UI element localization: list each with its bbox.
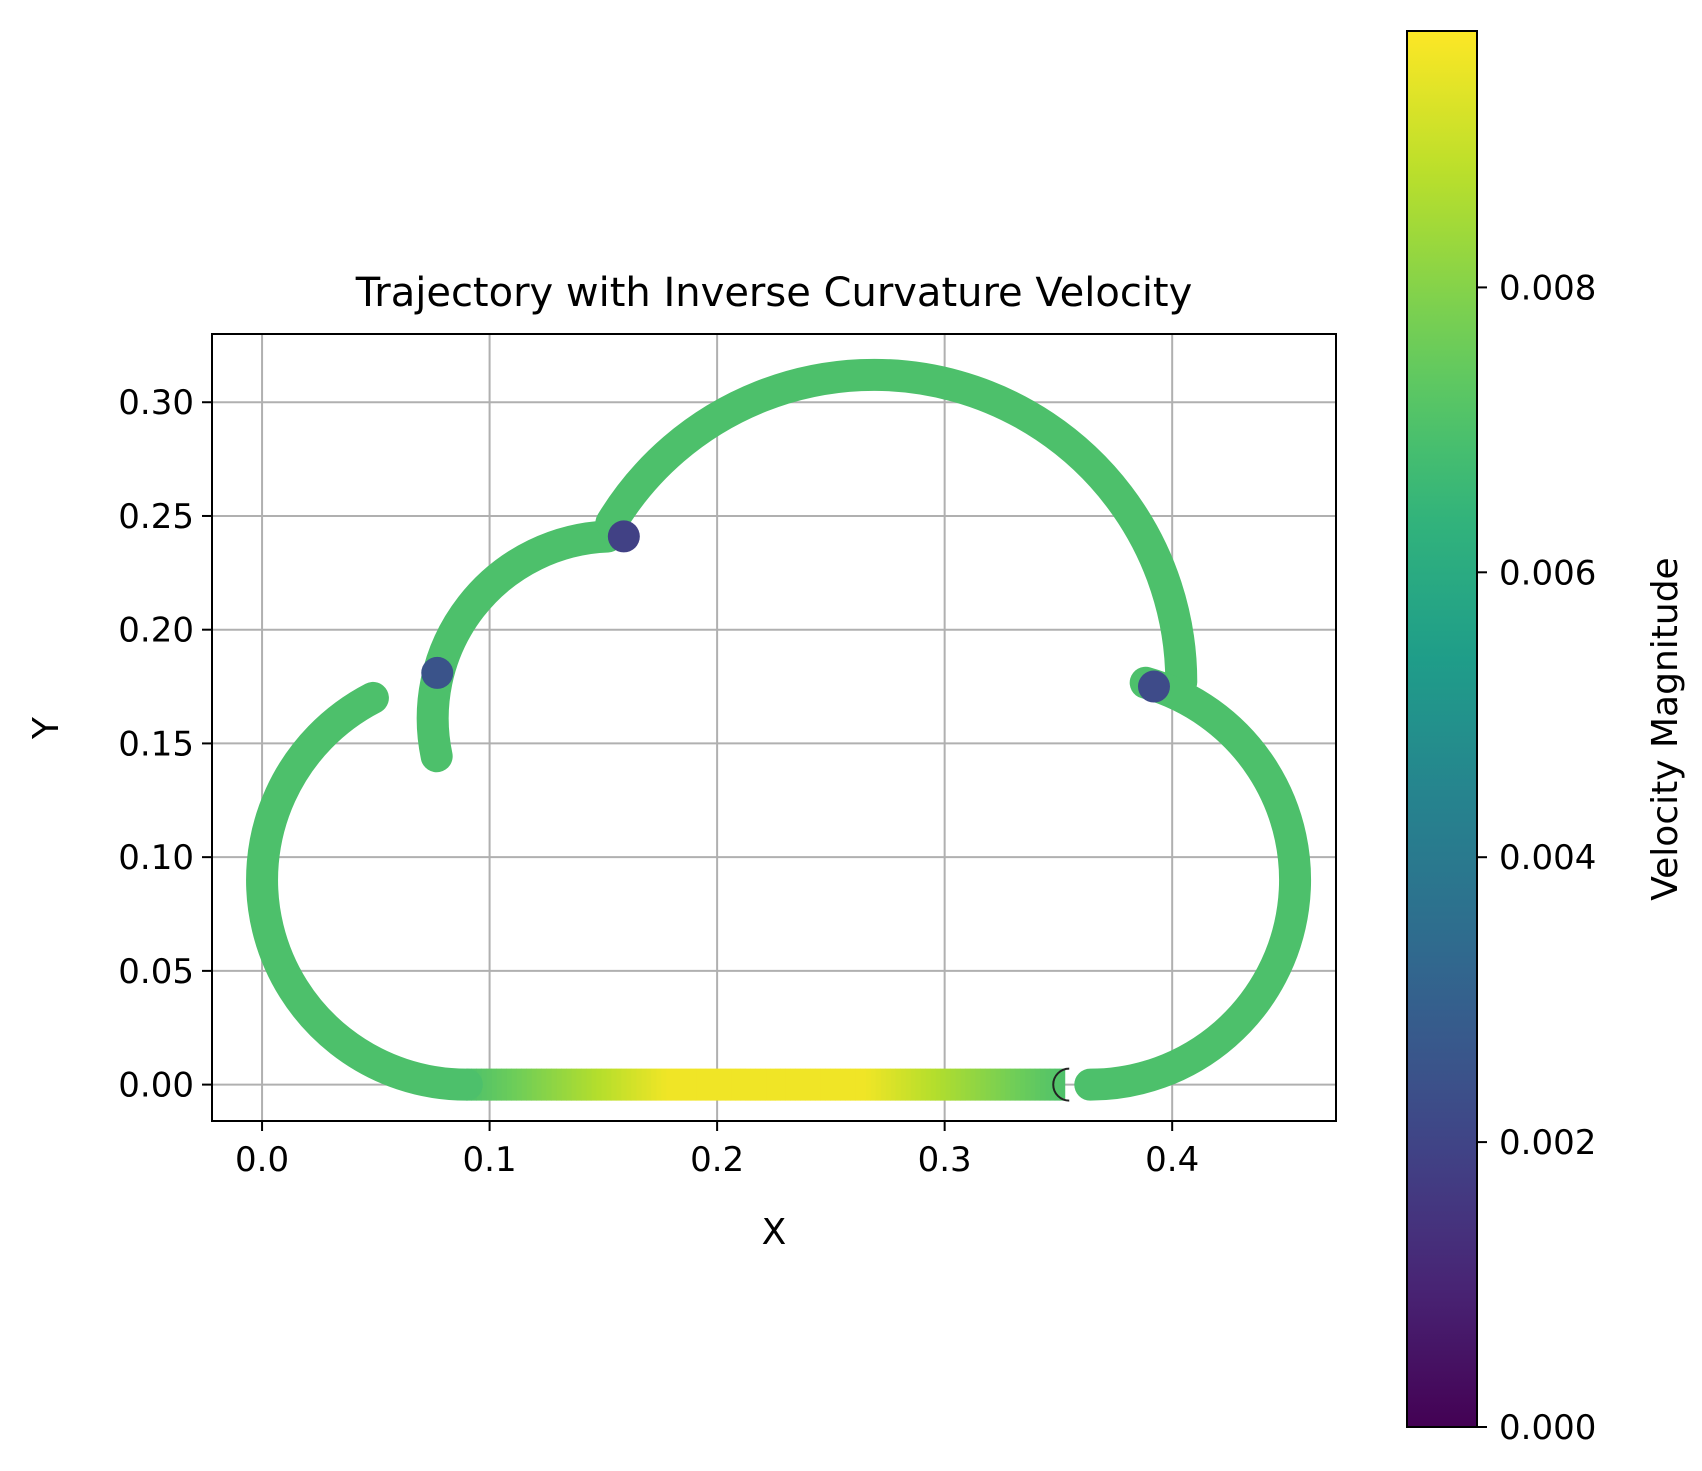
- plot-area-background: [212, 334, 1336, 1121]
- x-tick-label: 0.1: [463, 1140, 517, 1180]
- colorbar-tick-label: 0.006: [1499, 553, 1596, 593]
- colorbar-tick-label: 0.008: [1499, 268, 1596, 308]
- y-tick-label: 0.10: [118, 838, 194, 878]
- slow-point: [1137, 670, 1170, 703]
- slow-points: [421, 520, 1170, 1102]
- x-tick-label: 0.2: [690, 1140, 744, 1180]
- y-axis-label: Y: [26, 716, 67, 740]
- trajectory: [246, 358, 1311, 1101]
- start-marker: [1052, 1067, 1070, 1102]
- y-tick-label: 0.15: [118, 724, 194, 764]
- trajectory-arc: [595, 358, 1198, 699]
- colorbar: [1406, 30, 1478, 1428]
- x-axis-ticks: 0.0 0.1 0.2 0.3 0.4: [235, 1121, 1199, 1180]
- trajectory-arc: [246, 681, 483, 1101]
- colorbar-tick-label: 0.002: [1499, 1123, 1596, 1163]
- x-tick-label: 0.3: [918, 1140, 972, 1180]
- plot-area-frame: [211, 333, 1337, 1122]
- colorbar-ticks: 0.000 0.002 0.004 0.006 0.008: [1477, 268, 1596, 1448]
- trajectory-arc: [416, 520, 624, 773]
- slow-point: [421, 656, 454, 689]
- colorbar-tick-label: 0.000: [1499, 1408, 1596, 1448]
- y-tick-label: 0.05: [118, 952, 194, 992]
- colorbar-tick-label: 0.004: [1499, 838, 1596, 878]
- y-tick-label: 0.20: [118, 611, 194, 651]
- slow-point: [607, 520, 640, 553]
- y-axis-ticks: 0.00 0.05 0.10 0.15 0.20 0.25 0.30: [118, 383, 212, 1106]
- trajectory-arc: [1074, 666, 1311, 1101]
- y-tick-label: 0.00: [118, 1066, 194, 1106]
- colorbar-label: Velocity Magnitude: [1645, 557, 1686, 900]
- y-tick-label: 0.30: [118, 383, 194, 423]
- y-tick-label: 0.25: [118, 497, 194, 537]
- x-axis-label: X: [762, 1212, 787, 1253]
- x-tick-label: 0.4: [1145, 1140, 1199, 1180]
- x-tick-label: 0.0: [235, 1140, 289, 1180]
- chart-title: Trajectory with Inverse Curvature Veloci…: [355, 270, 1193, 316]
